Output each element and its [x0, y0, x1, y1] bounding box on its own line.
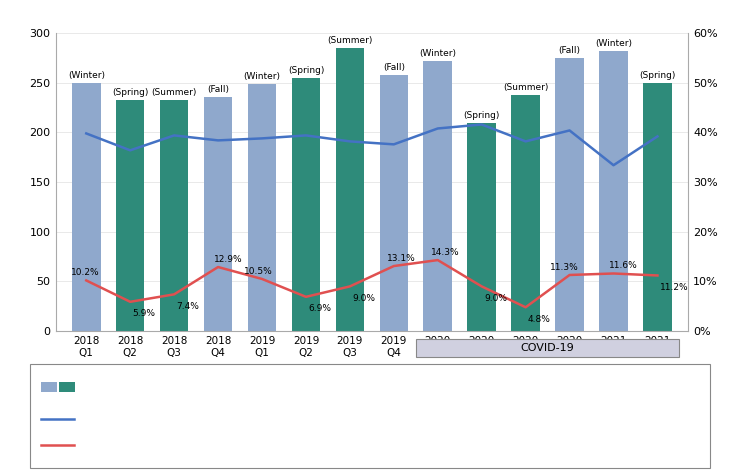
Text: (Summer): (Summer) [152, 88, 197, 96]
Text: (Fall): (Fall) [559, 46, 581, 55]
Text: 11.6%: 11.6% [609, 261, 638, 270]
Bar [204, 96, 232, 331]
Bar [555, 58, 584, 331]
Text: 10.2%: 10.2% [71, 268, 99, 277]
Text: % of patients initially denied at first ICU consult per quartile: % of patients initially denied at first … [80, 414, 380, 424]
Bar [292, 78, 320, 331]
Text: 7.4%: 7.4% [176, 302, 199, 311]
Text: COVID-19: COVID-19 [521, 343, 574, 353]
Bar [248, 84, 276, 331]
Text: % of patients initially denied at first ICU consult that were later accepted to : % of patients initially denied at first … [80, 439, 588, 461]
Text: 9.0%: 9.0% [484, 294, 507, 303]
Text: (Spring): (Spring) [112, 88, 149, 96]
Bar [380, 75, 408, 331]
Text: 5.9%: 5.9% [132, 309, 155, 318]
Text: (Winter): (Winter) [595, 39, 632, 48]
Bar [160, 100, 189, 331]
Text: 11.3%: 11.3% [550, 263, 579, 272]
Bar [116, 100, 144, 331]
Bar [423, 61, 452, 331]
Text: (Summer): (Summer) [327, 36, 372, 45]
Bar [643, 83, 672, 331]
Text: Total number of ICU consults per quartile (blue: fall, winter / green: spring, s: Total number of ICU consults per quartil… [81, 382, 500, 392]
Text: (Fall): (Fall) [383, 63, 405, 72]
Bar [511, 95, 540, 331]
Text: 4.8%: 4.8% [528, 315, 551, 324]
Text: 11.2%: 11.2% [659, 283, 688, 292]
Text: 12.9%: 12.9% [214, 254, 242, 263]
Text: 6.9%: 6.9% [308, 304, 331, 313]
Text: (Winter): (Winter) [243, 72, 280, 81]
Text: 14.3%: 14.3% [431, 248, 460, 257]
Text: 10.5%: 10.5% [244, 266, 273, 275]
Text: 13.1%: 13.1% [387, 254, 416, 263]
Bar [336, 48, 364, 331]
Bar [599, 51, 628, 331]
Text: (Spring): (Spring) [639, 71, 676, 80]
Bar [72, 83, 101, 331]
Text: (Winter): (Winter) [68, 71, 105, 80]
Text: 9.0%: 9.0% [352, 294, 375, 303]
Text: (Summer): (Summer) [503, 83, 548, 92]
Text: (Spring): (Spring) [288, 66, 324, 75]
Bar [468, 123, 496, 331]
Text: (Spring): (Spring) [463, 111, 500, 120]
Text: (Fall): (Fall) [207, 85, 229, 94]
Text: (Winter): (Winter) [420, 49, 457, 58]
